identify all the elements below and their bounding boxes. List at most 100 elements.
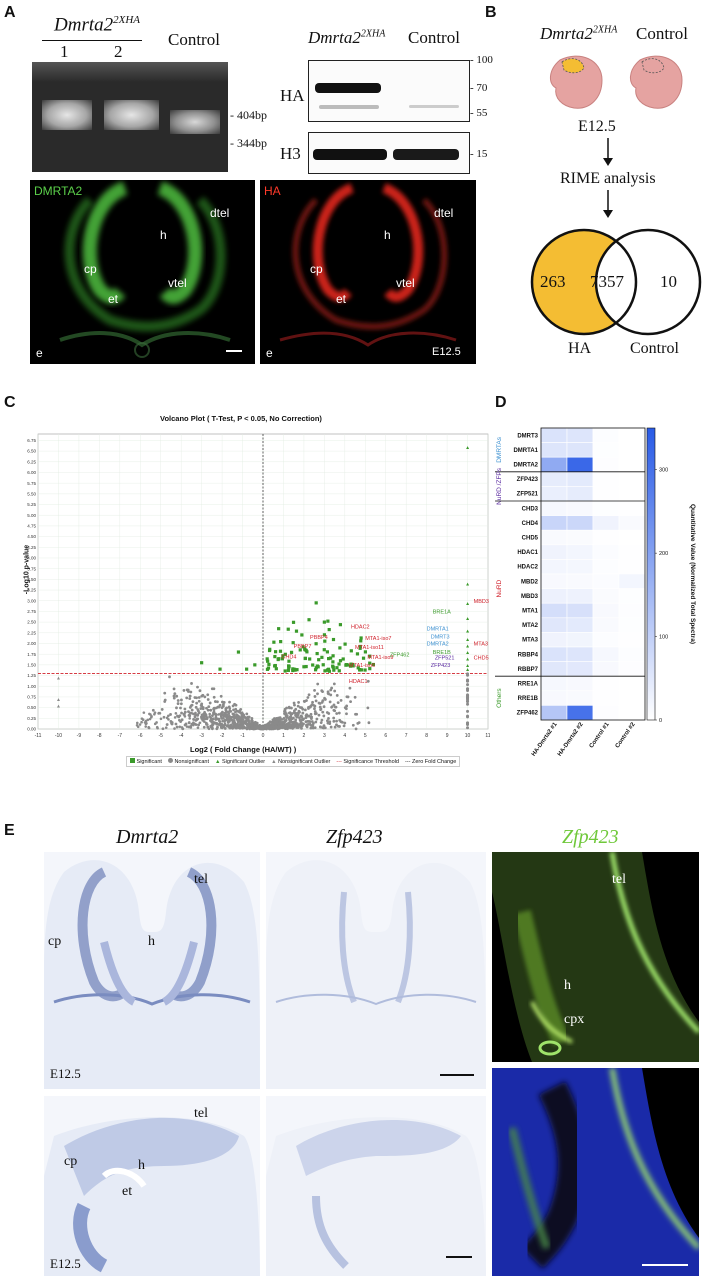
- nonsig-point: [335, 723, 338, 727]
- nonsig-point: [168, 675, 171, 679]
- heatmap-cell: [540, 690, 568, 706]
- heatmap-cell: [592, 602, 620, 619]
- nonsig-point: [236, 715, 240, 719]
- x-tick-label: -4: [179, 733, 184, 739]
- nonsig-point: [213, 700, 217, 703]
- nonsig-point: [175, 706, 178, 710]
- nonsig-point: [332, 719, 336, 723]
- y-tick-label: 2.25: [27, 630, 36, 635]
- nonsig-point: [250, 721, 254, 725]
- sig-point: [337, 669, 341, 673]
- sig-point: [272, 640, 276, 644]
- sig-point: [293, 668, 297, 672]
- sig-point: [368, 654, 372, 658]
- nonsig-point: [223, 718, 227, 722]
- nonsig-point: [163, 698, 167, 702]
- legend-significant: Significant: [130, 758, 162, 765]
- nonsig-point: [345, 712, 348, 716]
- heatmap-cell: [592, 573, 620, 589]
- protein-label: PBBP4: [310, 635, 328, 641]
- heatmap-cell: [566, 456, 594, 473]
- nonsig-point: [253, 720, 257, 724]
- sig-point: [313, 668, 318, 672]
- nonsig-point: [212, 708, 216, 712]
- heatmap-cell: [566, 500, 594, 516]
- sig-point: [277, 627, 281, 631]
- region-et-2: et: [336, 292, 347, 306]
- nonsig-point: [351, 723, 355, 727]
- nonsig-point: [326, 690, 330, 694]
- nonsig-point: [234, 703, 238, 707]
- heatmap-cell: [592, 427, 620, 443]
- nonsig-point: [315, 717, 319, 721]
- heatmap-cell: [566, 529, 594, 546]
- mw-55: - 55: [470, 107, 488, 119]
- nonsig-point: [290, 706, 293, 710]
- nonsig-point: [309, 715, 313, 719]
- legend-zero-fold: --- Zero Fold Change: [404, 758, 457, 765]
- x-tick-label: 1: [282, 733, 285, 739]
- heatmap-cell: [566, 617, 594, 633]
- heatmap-row-label: MBD2: [521, 579, 539, 585]
- sig-point: [280, 657, 284, 661]
- nonsig-point: [306, 696, 310, 699]
- nonsig-point: [173, 727, 176, 730]
- sig-point: [315, 664, 319, 668]
- nonsig-point: [265, 726, 269, 730]
- nonsig-point: [327, 712, 331, 715]
- nonsig-point: [189, 690, 193, 694]
- nonsig-point: [180, 698, 183, 702]
- nonsig-point: [211, 723, 215, 727]
- heatmap-cell: [566, 632, 594, 648]
- nonsig-point: [300, 706, 304, 710]
- nonsig-point: [328, 700, 332, 704]
- arrow-down-2: [603, 190, 613, 218]
- heatmap-cell: [540, 427, 568, 443]
- protein-label: MTA1-iso9: [367, 655, 393, 661]
- volcano-legend: Significant Nonsignificant ▲ Significant…: [126, 756, 461, 767]
- dmrta2-fluorescence-image: DMRTA2 dtel h cp vtel et e: [30, 180, 255, 364]
- sig-point: [289, 650, 294, 654]
- legend-significant-outlier: ▲ Significant Outlier: [215, 758, 266, 765]
- sig-point: [265, 667, 270, 671]
- nonsig-point: [256, 726, 259, 730]
- y-tick-label: 3.75: [27, 566, 36, 571]
- nonsig-point: [208, 701, 212, 705]
- sig-point: [368, 667, 372, 671]
- venn-ha-label: HA: [568, 340, 592, 357]
- heatmap-row-label: MTA1: [522, 609, 539, 615]
- nonsig-point: [179, 720, 182, 723]
- heatmap-cell: [540, 515, 568, 531]
- nonsig-point: [227, 712, 231, 716]
- nonsig-point: [311, 703, 315, 707]
- colorbar-tick-label: 300: [659, 468, 668, 474]
- heatmap-cell: [618, 588, 646, 604]
- nonsig-point: [225, 706, 229, 710]
- nonsig-point: [294, 724, 298, 728]
- nonsig-point: [313, 688, 316, 692]
- panel-e-label: E: [4, 822, 15, 839]
- nonsig-point: [224, 715, 228, 718]
- heatmap-cell: [592, 515, 620, 531]
- nonsig-point: [366, 706, 370, 710]
- nonsig-point: [201, 706, 205, 709]
- y-tick-label: 5.75: [27, 481, 36, 486]
- heatmap-cell: [592, 705, 620, 721]
- ha-label: HA: [264, 184, 281, 198]
- sig-point: [337, 662, 341, 666]
- nonsig-point: [227, 705, 231, 709]
- sig-outlier-triangle: ▲: [465, 445, 470, 451]
- sig-point: [236, 650, 241, 654]
- nonsig-point: [174, 722, 178, 726]
- sig-point: [273, 650, 278, 654]
- nonsig-point: [340, 720, 344, 724]
- nonsig-point: [307, 720, 311, 723]
- heatmap-row-label: MBD3: [521, 594, 539, 600]
- nonsig-point: [224, 711, 227, 715]
- sig-point: [266, 659, 270, 663]
- ish-dmrta2-sagittal: tel cp h et E12.5: [44, 1096, 260, 1276]
- nonsig-point: [243, 720, 247, 723]
- nonsig-point: [209, 719, 212, 723]
- sig-point: [308, 657, 312, 661]
- nonsig-point: [322, 705, 326, 709]
